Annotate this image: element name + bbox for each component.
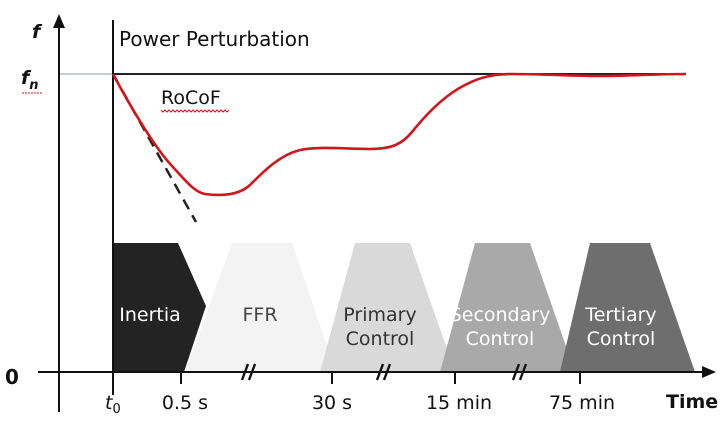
stage-labels: Inertia FFR Primary Control Secondary Co… (119, 304, 656, 350)
stage-secondary-control-label: Secondary (450, 304, 551, 326)
x-axis-ticks (180, 372, 581, 384)
axes (38, 14, 716, 412)
y-axis-arrowhead (53, 14, 65, 28)
stage-tertiary-control-label: Tertiary (584, 304, 656, 326)
stage-primary-control-label: Primary (343, 304, 416, 326)
stage-ffr-block (185, 243, 336, 372)
y-axis-label: f (32, 21, 43, 43)
stage-primary-control-block (320, 243, 455, 372)
tick-label-0-5s: 0.5 s (162, 392, 208, 414)
stage-secondary-control-label-2: Control (466, 328, 535, 350)
tick-label-15min: 15 min (426, 392, 492, 414)
axis-breaks (240, 363, 528, 381)
stage-blocks (113, 243, 695, 372)
fn-label: fn (21, 67, 39, 93)
x-axis-arrowhead (702, 366, 716, 378)
t0-label: t0 (105, 392, 121, 417)
stage-primary-control-label-2: Control (346, 328, 415, 350)
fn-sub: n (29, 78, 38, 93)
axis-break-2 (375, 363, 392, 381)
stage-inertia-block (113, 243, 206, 372)
x-tick-labels: 0.5 s 30 s 15 min 75 min (162, 392, 615, 414)
power-perturbation-label: Power Perturbation (119, 27, 310, 51)
frequency-curve (111, 72, 687, 197)
axis-break-1 (240, 363, 257, 381)
stage-inertia-label: Inertia (119, 304, 181, 326)
stage-secondary-control-block (440, 243, 575, 372)
tick-label-75min: 75 min (549, 392, 615, 414)
stage-tertiary-control-label-2: Control (587, 328, 656, 350)
t0-main: t (105, 392, 114, 414)
stage-ffr-label: FFR (242, 304, 277, 326)
axis-break-3 (511, 363, 528, 381)
stage-tertiary-control-block (560, 243, 695, 372)
rocof-label: RoCoF (161, 87, 221, 109)
origin-label: 0 (5, 365, 19, 389)
t0-sub: 0 (112, 402, 120, 417)
rocof-spellcheck-underline (160, 109, 230, 113)
tick-label-30s: 30 s (312, 392, 352, 414)
x-axis-label: Time (666, 391, 718, 413)
fn-main: f (21, 67, 32, 89)
